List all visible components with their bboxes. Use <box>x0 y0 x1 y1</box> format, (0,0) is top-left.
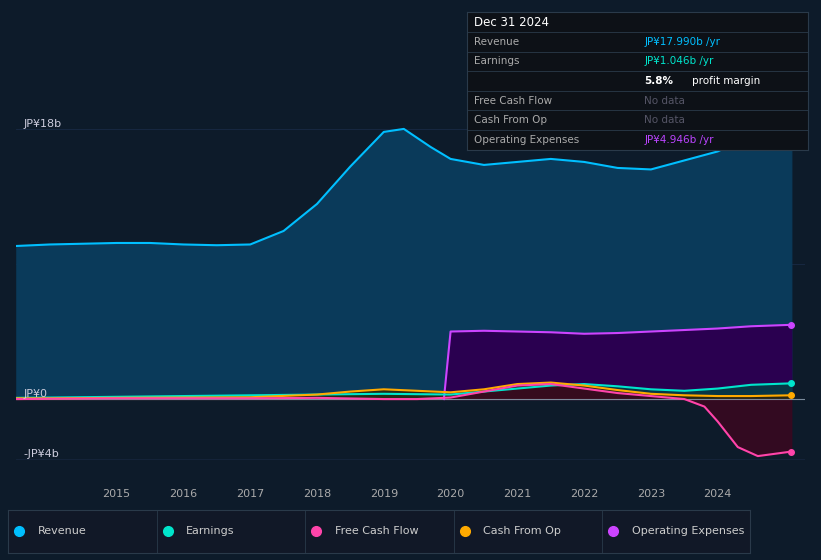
Text: profit margin: profit margin <box>692 76 760 86</box>
Text: Revenue: Revenue <box>38 526 87 536</box>
Text: Revenue: Revenue <box>474 37 519 46</box>
Text: Earnings: Earnings <box>186 526 235 536</box>
Text: Free Cash Flow: Free Cash Flow <box>335 526 419 536</box>
Text: JP¥1.046b /yr: JP¥1.046b /yr <box>644 57 713 66</box>
Text: No data: No data <box>644 115 686 125</box>
Text: JP¥0: JP¥0 <box>23 389 47 399</box>
Text: Free Cash Flow: Free Cash Flow <box>474 96 552 105</box>
Text: Cash From Op: Cash From Op <box>474 115 547 125</box>
Text: 5.8%: 5.8% <box>644 76 673 86</box>
Text: Operating Expenses: Operating Expenses <box>631 526 744 536</box>
Text: Dec 31 2024: Dec 31 2024 <box>474 16 549 29</box>
Text: Operating Expenses: Operating Expenses <box>474 135 579 144</box>
Text: Cash From Op: Cash From Op <box>484 526 561 536</box>
Text: No data: No data <box>644 96 686 105</box>
Text: -JP¥4b: -JP¥4b <box>23 449 59 459</box>
Text: JP¥17.990b /yr: JP¥17.990b /yr <box>644 37 720 46</box>
Text: Earnings: Earnings <box>474 57 520 66</box>
Text: JP¥4.946b /yr: JP¥4.946b /yr <box>644 135 713 144</box>
Text: JP¥18b: JP¥18b <box>23 119 62 129</box>
